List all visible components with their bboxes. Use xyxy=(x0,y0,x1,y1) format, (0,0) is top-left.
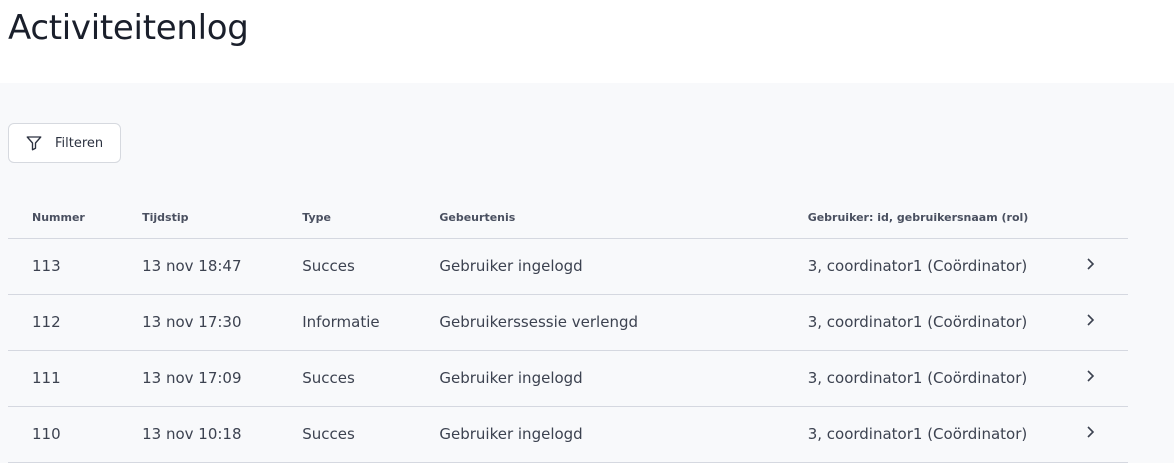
row-type: Succes xyxy=(302,406,440,463)
row-number: 113 xyxy=(8,238,143,295)
chevron-right-icon[interactable] xyxy=(1083,350,1128,407)
row-number: 112 xyxy=(8,294,143,351)
filter-button[interactable]: Filteren xyxy=(8,123,121,163)
table-row[interactable]: 111 13 nov 17:09 Succes Gebruiker ingelogd 3… xyxy=(8,350,1128,407)
row-user: 3, coordinator1 (Coördinator) xyxy=(807,238,1084,295)
row-event: Gebruikerssessie verlengd xyxy=(439,294,808,351)
col-tijdstip: Tijdstip xyxy=(142,198,303,239)
row-number: 110 xyxy=(8,406,143,463)
row-time: 13 nov 18:47 xyxy=(142,238,303,295)
activity-table: Nummer Tijdstip Type Gebeurtenis Gebruik… xyxy=(8,198,1128,463)
row-type: Succes xyxy=(302,350,440,407)
row-user: 3, coordinator1 (Coördinator) xyxy=(807,294,1084,351)
col-gebruiker: Gebruiker: id, gebruikersnaam (rol) xyxy=(807,198,1084,239)
col-nummer: Nummer xyxy=(8,198,143,239)
filter-icon xyxy=(26,136,42,151)
row-type: Informatie xyxy=(302,294,440,351)
row-user: 3, coordinator1 (Coördinator) xyxy=(807,406,1084,463)
table-row[interactable]: 110 13 nov 10:18 Succes Gebruiker ingelogd 3… xyxy=(8,406,1128,463)
row-user: 3, coordinator1 (Coördinator) xyxy=(807,350,1084,407)
table-header: Nummer Tijdstip Type Gebeurtenis Gebruik… xyxy=(8,198,1128,239)
page-header: Activiteitenlog xyxy=(0,0,1174,83)
row-time: 13 nov 17:30 xyxy=(142,294,303,351)
row-time: 13 nov 10:18 xyxy=(142,406,303,463)
row-time: 13 nov 17:09 xyxy=(142,350,303,407)
chevron-right-icon[interactable] xyxy=(1083,406,1128,463)
col-gebeurtenis: Gebeurtenis xyxy=(439,198,808,239)
chevron-right-icon[interactable] xyxy=(1083,294,1128,351)
filter-label: Filteren xyxy=(55,135,104,151)
row-event: Gebruiker ingelogd xyxy=(439,238,808,295)
table-row[interactable]: 112 13 nov 17:30 Informatie Gebruikerssessi… xyxy=(8,294,1128,351)
chevron-right-icon[interactable] xyxy=(1083,238,1128,295)
row-event: Gebruiker ingelogd xyxy=(439,350,808,407)
row-type: Succes xyxy=(302,238,440,295)
page-title: Activiteitenlog xyxy=(8,8,249,48)
table-row[interactable]: 113 13 nov 18:47 Succes Gebruiker ingelogd 3… xyxy=(8,238,1128,295)
col-type: Type xyxy=(302,198,440,239)
row-number: 111 xyxy=(8,350,143,407)
row-event: Gebruiker ingelogd xyxy=(439,406,808,463)
